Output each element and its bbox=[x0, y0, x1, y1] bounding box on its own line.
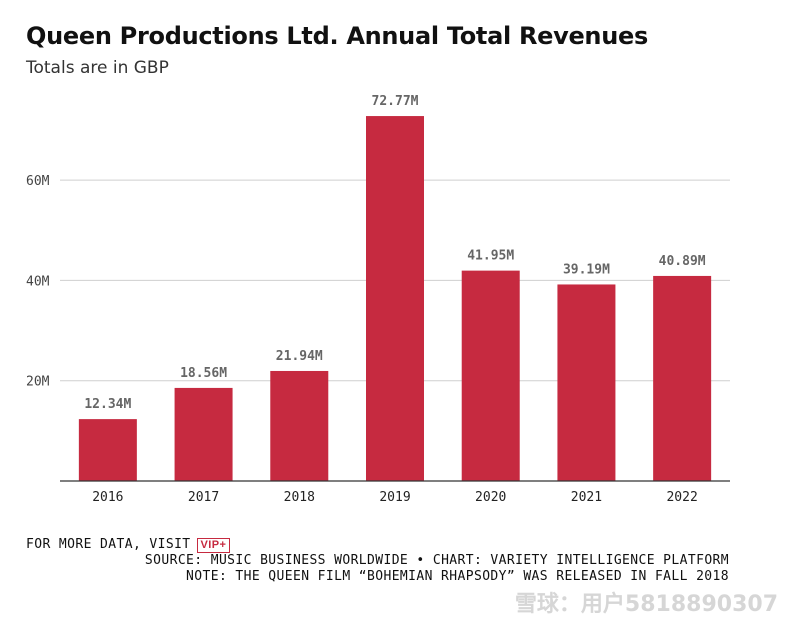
footer-visit-text: FOR MORE DATA, VISIT bbox=[26, 537, 191, 552]
x-tick-label: 2021 bbox=[571, 490, 602, 505]
value-label: 72.77M bbox=[372, 94, 419, 109]
x-tick-label: 2022 bbox=[666, 490, 697, 505]
bar-2019 bbox=[366, 116, 424, 482]
value-label: 12.34M bbox=[84, 397, 131, 412]
x-tick-label: 2020 bbox=[475, 490, 506, 505]
bar-2022 bbox=[653, 275, 712, 481]
chart-title: Queen Productions Ltd. Annual Total Reve… bbox=[26, 22, 648, 50]
value-label: 41.95M bbox=[467, 249, 514, 264]
bar-2021 bbox=[557, 284, 616, 481]
value-label: 40.89M bbox=[659, 254, 706, 269]
footer-source: SOURCE: MUSIC BUSINESS WORLDWIDE • CHART… bbox=[144, 553, 729, 568]
x-tick-label: 2019 bbox=[379, 490, 410, 505]
bar-2017 bbox=[174, 387, 233, 481]
vip-badge-link[interactable]: VIP+ bbox=[196, 538, 231, 553]
x-tick-label: 2018 bbox=[284, 490, 315, 505]
y-tick-label: 20M bbox=[26, 375, 50, 390]
value-label: 39.19M bbox=[563, 262, 610, 277]
bar-2016 bbox=[78, 419, 137, 481]
footer-visit: FOR MORE DATA, VISIT VIP+ bbox=[26, 537, 231, 553]
value-label: 21.94M bbox=[276, 349, 323, 364]
watermark: 雪球：用户5818890307 bbox=[514, 592, 778, 617]
x-tick-label: 2016 bbox=[92, 490, 123, 505]
x-tick-label: 2017 bbox=[188, 490, 219, 505]
y-tick-label: 60M bbox=[26, 174, 50, 189]
y-tick-label: 40M bbox=[26, 274, 50, 289]
value-label: 18.56M bbox=[180, 366, 227, 381]
bar-2018 bbox=[270, 370, 329, 481]
chart-subtitle: Totals are in GBP bbox=[26, 58, 169, 78]
bar-2020 bbox=[461, 270, 520, 481]
footer-note: NOTE: THE QUEEN FILM “BOHEMIAN RHAPSODY”… bbox=[186, 569, 729, 584]
